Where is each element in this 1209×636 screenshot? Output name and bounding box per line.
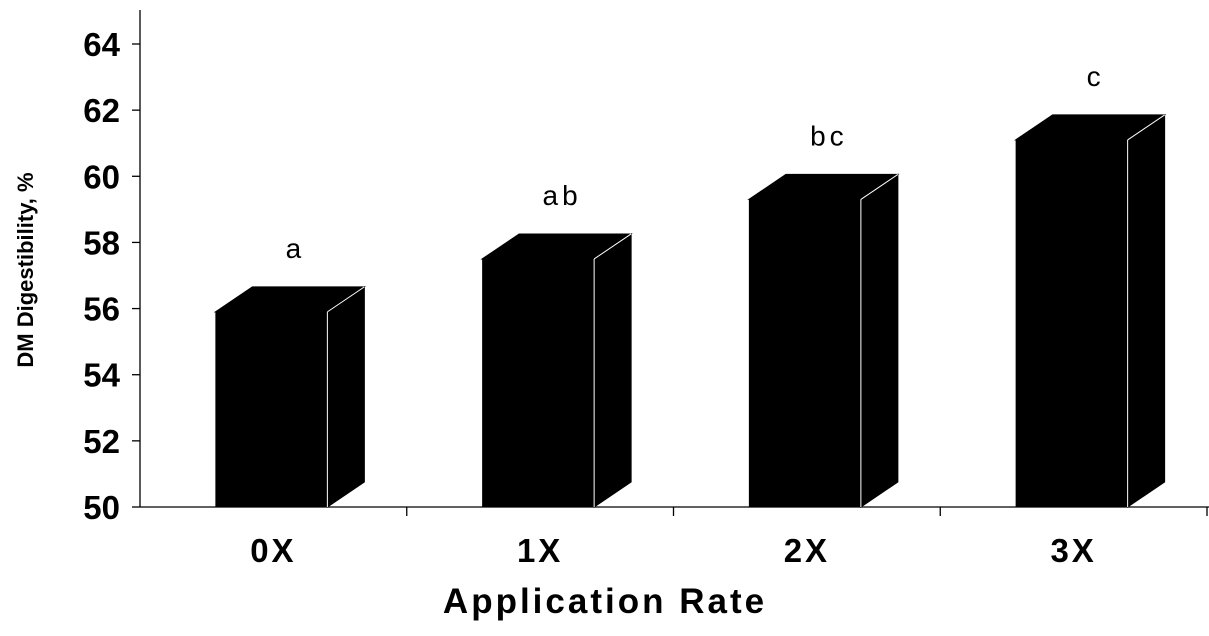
- y-tick-label: 54: [83, 357, 120, 394]
- significance-label: ab: [543, 180, 582, 211]
- bar-1X: [480, 233, 633, 508]
- bar-side-face: [860, 173, 899, 508]
- bars: [213, 113, 1167, 508]
- y-tick-label: 58: [83, 224, 120, 261]
- y-tick-label: 56: [83, 291, 120, 328]
- x-tick-label: 3X: [1050, 532, 1096, 569]
- y-tick-label: 64: [83, 26, 120, 63]
- bar-annotations: 0X a 1X ab 2X bc 3X c: [250, 61, 1105, 569]
- y-axis-title: DM Digestibility, %: [13, 172, 38, 367]
- bar-front-face: [482, 258, 595, 507]
- significance-label: c: [1087, 61, 1105, 92]
- bar-edge: [593, 233, 632, 260]
- x-tick-label: 2X: [784, 532, 830, 569]
- bar-0X: [213, 285, 367, 508]
- y-axis: 50 52 54 56 58 60 62 64: [83, 10, 141, 526]
- bar-front-face: [215, 311, 328, 507]
- x-axis-title: Application Rate: [443, 582, 767, 621]
- x-axis: [140, 506, 1209, 516]
- significance-label: a: [286, 233, 306, 264]
- bar-front-face: [1015, 139, 1128, 507]
- x-tick-label: 1X: [517, 532, 563, 569]
- bar-edge: [1127, 114, 1165, 141]
- bar-2X: [747, 173, 900, 508]
- bar-front-face: [748, 199, 861, 507]
- bar-edge: [860, 174, 899, 200]
- y-tick-label: 62: [83, 92, 120, 129]
- bar-side-face: [1127, 113, 1166, 508]
- bar-edge: [327, 286, 365, 313]
- bar-side-face: [326, 285, 365, 508]
- significance-label: bc: [810, 120, 848, 151]
- y-tick-label: 60: [83, 158, 120, 195]
- x-tick-label: 0X: [250, 532, 296, 569]
- bar-side-face: [593, 233, 632, 508]
- bar-3X: [1013, 113, 1167, 508]
- y-tick-label: 52: [83, 423, 120, 460]
- y-tick-label: 50: [83, 489, 120, 526]
